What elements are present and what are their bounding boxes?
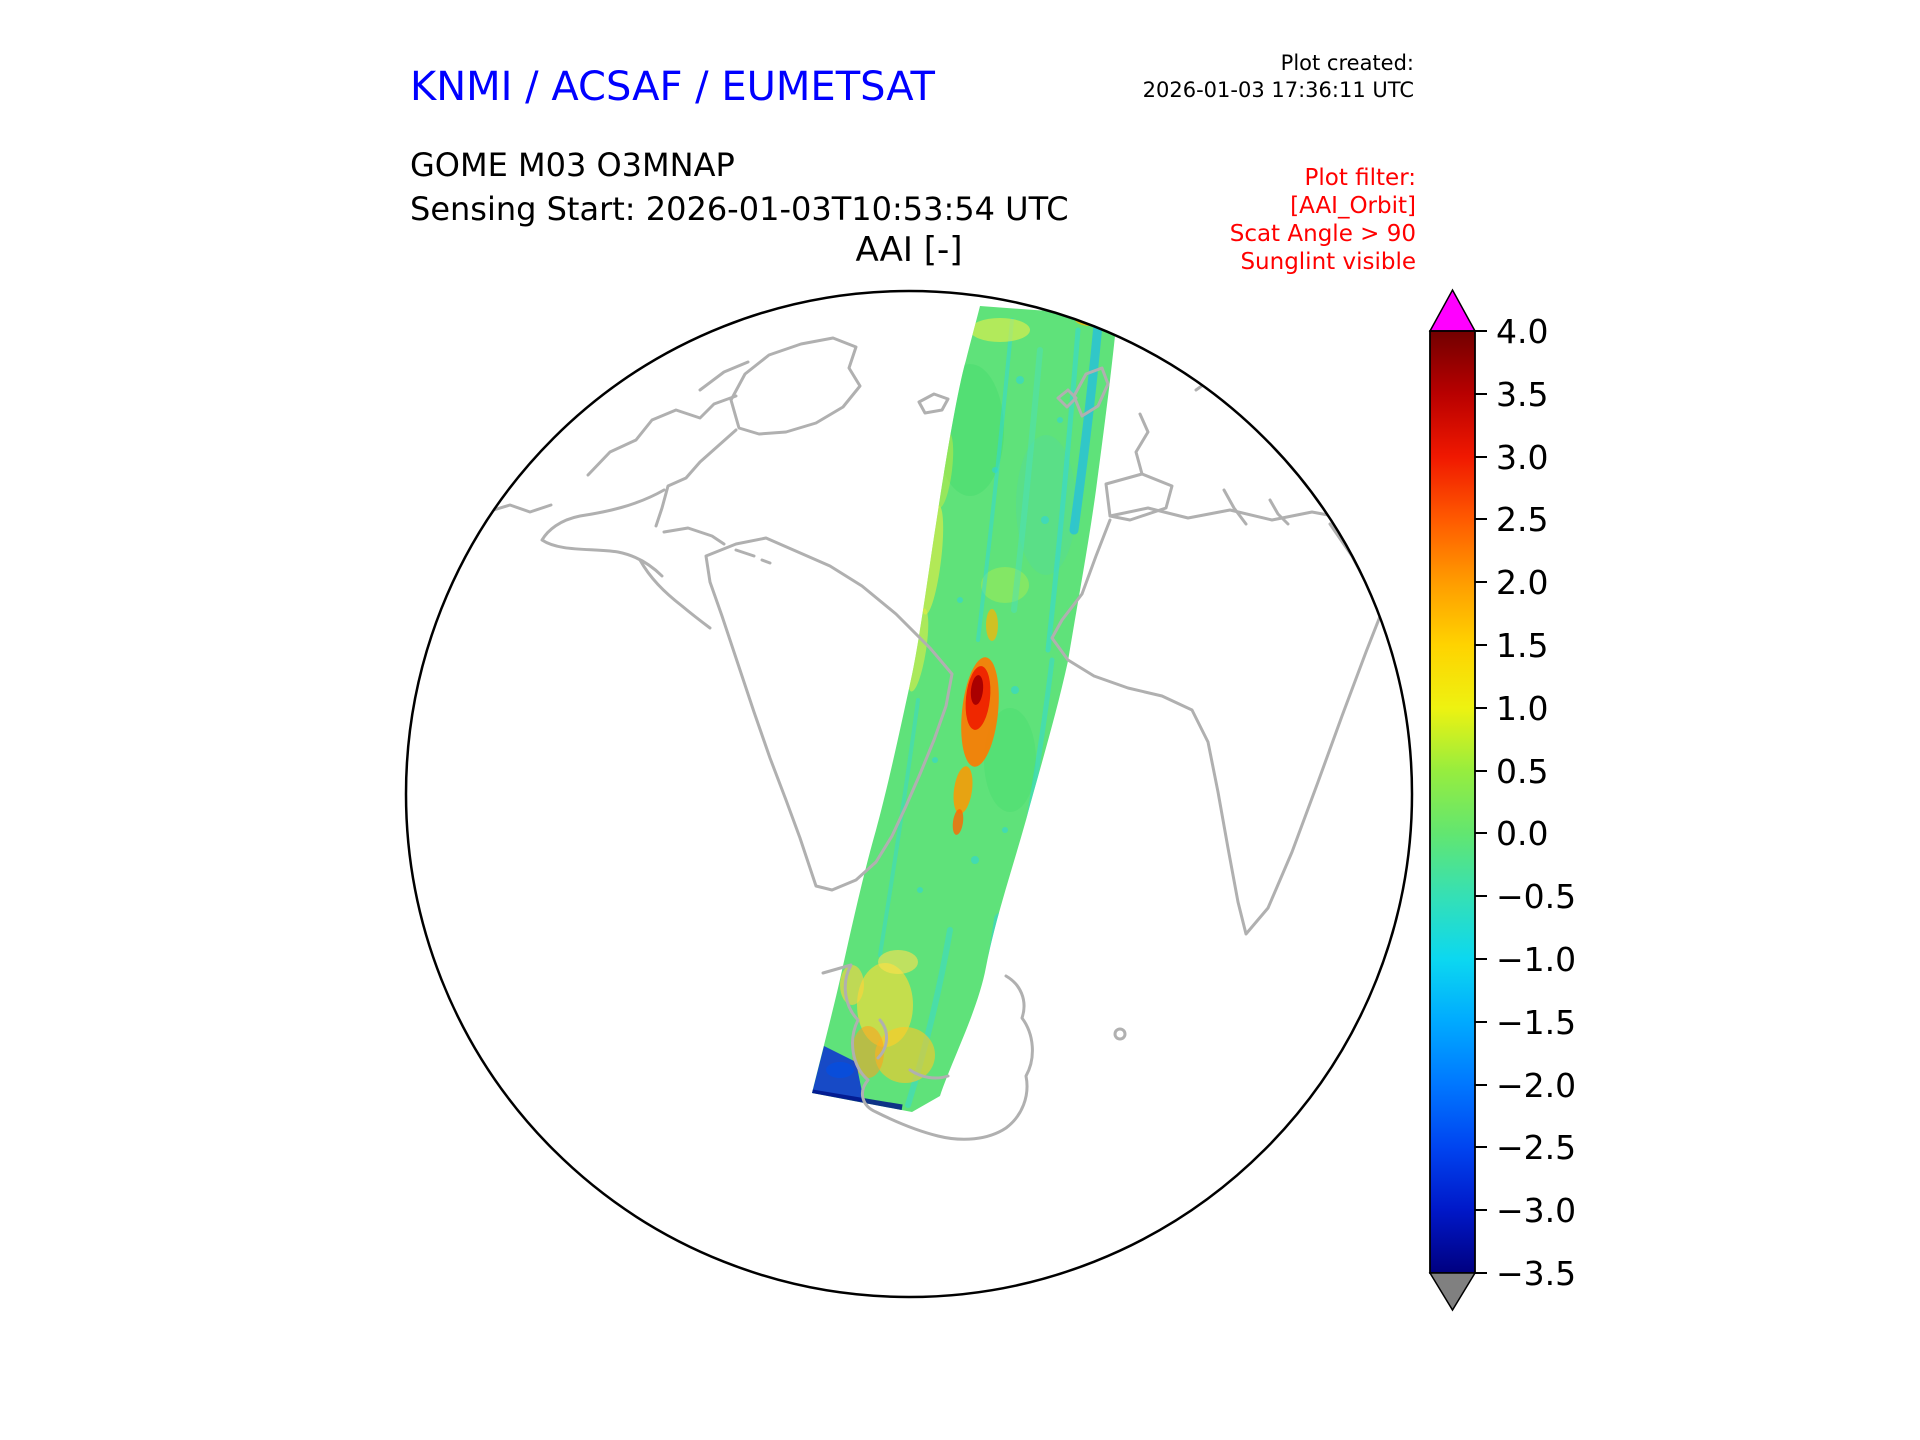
colorbar-ticks — [1475, 330, 1487, 1274]
colorbar-tick-label: 3.5 — [1496, 375, 1548, 414]
colorbar-tick-label: 2.5 — [1496, 500, 1548, 539]
product-title: GOME M03 O3MNAP — [410, 146, 735, 184]
plot-created-block: Plot created: 2026-01-03 17:36:11 UTC — [1143, 50, 1414, 104]
plot-filter-line-4: Sunglint visible — [1240, 249, 1416, 275]
colorbar-tick-label: 2.0 — [1496, 563, 1548, 602]
orbit-swath — [812, 306, 1117, 1112]
aerosol-plume — [952, 609, 999, 835]
swath-negative-corner — [812, 1046, 903, 1112]
plot-title: AAI [-] — [855, 230, 963, 270]
colorbar-tick-label: 0.0 — [1496, 814, 1548, 853]
colorbar-tick-label: −3.5 — [1496, 1254, 1576, 1293]
colorbar-tick-label: −1.5 — [1496, 1003, 1576, 1042]
colorbar-tick-label: 3.0 — [1496, 438, 1548, 477]
swath-mottle — [936, 364, 1076, 812]
plot-created-timestamp: 2026-01-03 17:36:11 UTC — [1142, 78, 1414, 102]
colorbar-tick-label: −1.0 — [1496, 940, 1576, 979]
globe-outline — [404, 289, 1414, 1299]
sensing-start: Sensing Start: 2026-01-03T10:53:54 UTC — [410, 190, 1069, 228]
swath-cyan-speckle — [917, 376, 1063, 893]
colorbar-tick-label: 1.5 — [1496, 626, 1548, 665]
plot-created-label: Plot created: — [1280, 51, 1414, 75]
plot-filter-line-1: Plot filter: — [1304, 165, 1416, 191]
colorbar-tick-label: 0.5 — [1496, 752, 1548, 791]
coastlines — [485, 314, 1406, 1141]
colorbar-under-arrow — [1428, 1272, 1477, 1312]
colorbar-tick-label: 4.0 — [1496, 312, 1548, 351]
globe-contents — [485, 306, 1406, 1141]
colorbar-tick-label: −2.5 — [1496, 1128, 1576, 1167]
plot-filter-block: Plot filter: [AAI_Orbit] Scat Angle > 90… — [1230, 164, 1416, 276]
colorbar: 4.0 3.5 3.0 2.5 2.0 1.5 1.0 0.5 0.0 −0.5… — [1428, 288, 1576, 1312]
colorbar-tick-labels: 4.0 3.5 3.0 2.5 2.0 1.5 1.0 0.5 0.0 −0.5… — [1496, 312, 1576, 1293]
colorbar-over-arrow — [1428, 288, 1477, 332]
org-title: KNMI / ACSAF / EUMETSAT — [410, 64, 935, 110]
colorbar-tick-label: −3.0 — [1496, 1191, 1576, 1230]
colorbar-tick-label: −0.5 — [1496, 877, 1576, 916]
colorbar-tick-label: −2.0 — [1496, 1066, 1576, 1105]
plot-filter-line-3: Scat Angle > 90 — [1229, 221, 1416, 247]
colorbar-tick-label: 1.0 — [1496, 689, 1548, 728]
colorbar-gradient-bar — [1429, 330, 1476, 1274]
plot-filter-line-2: [AAI_Orbit] — [1290, 193, 1416, 219]
